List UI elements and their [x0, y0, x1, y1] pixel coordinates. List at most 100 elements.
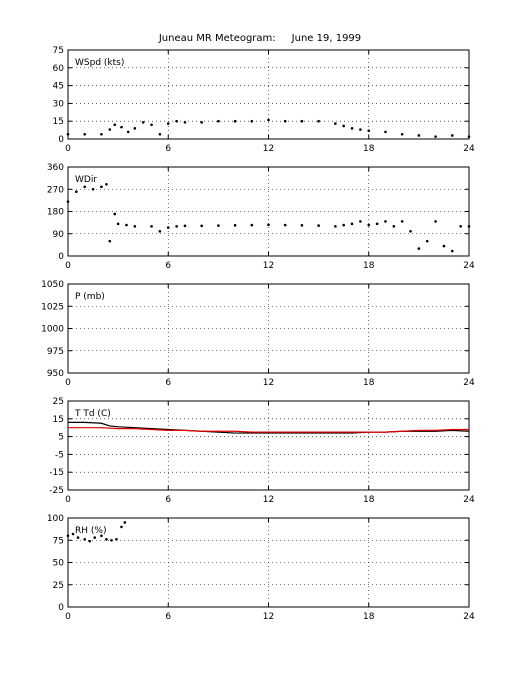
wind-speed-point — [417, 134, 421, 137]
relative-humidity-xtick-label: 0 — [65, 612, 71, 622]
wind-direction-point — [233, 224, 237, 227]
wind-direction-point — [450, 249, 454, 253]
wind-direction-point — [100, 185, 103, 189]
wind-speed-xtick-label: 24 — [463, 144, 475, 154]
wind-direction-point — [300, 224, 304, 227]
temperature-dewpoint-ytick-label: -5 — [55, 450, 64, 460]
pressure-ytick-label: 1050 — [41, 280, 64, 290]
wind-direction-point — [359, 220, 362, 223]
wind-speed-point — [384, 130, 387, 134]
wind-direction-ytick-label: 180 — [47, 208, 64, 218]
wind-direction-point — [375, 222, 379, 226]
wind-direction-point — [434, 220, 437, 223]
wind-direction-ytick-label: 90 — [53, 230, 65, 240]
wind-direction-point — [166, 226, 170, 229]
wind-speed-label: WSpd (kts) — [75, 58, 124, 68]
relative-humidity-point — [100, 534, 103, 538]
wind-direction-point — [108, 239, 112, 243]
wind-direction-xtick-label: 6 — [165, 261, 171, 271]
wind-speed-point — [66, 132, 70, 136]
wind-speed-point — [83, 132, 87, 136]
wind-speed-point — [450, 134, 454, 137]
wind-speed-point — [267, 118, 270, 122]
wind-direction-point — [125, 223, 128, 227]
wind-speed-point — [175, 119, 178, 123]
wind-direction-point — [425, 239, 429, 243]
temperature-dewpoint-ytick-label: -15 — [49, 468, 64, 478]
pressure-label: P (mb) — [75, 292, 105, 302]
temperature-dewpoint-ytick-label: 15 — [53, 415, 64, 425]
wind-speed-point — [250, 119, 254, 123]
wind-direction-point — [317, 224, 320, 227]
relative-humidity-ytick-label: 75 — [53, 536, 64, 546]
relative-humidity-point — [123, 521, 127, 524]
wind-direction-label: WDir — [75, 175, 97, 185]
relative-humidity-point — [76, 536, 80, 539]
temperature-dewpoint-ytick-label: 5 — [58, 433, 64, 443]
wind-speed-point — [342, 124, 345, 128]
pressure-xtick-label: 18 — [363, 378, 375, 388]
wind-direction-point — [133, 225, 137, 228]
wind-speed-xtick-label: 12 — [263, 144, 274, 154]
wind-speed-point — [108, 128, 112, 131]
relative-humidity-xtick-label: 6 — [165, 612, 171, 622]
temperature-dewpoint-label: T Td (C) — [74, 409, 111, 419]
relative-humidity-ytick-label: 25 — [53, 581, 64, 591]
wind-direction-point — [459, 225, 462, 228]
relative-humidity-point — [71, 532, 75, 536]
wind-direction-point — [113, 212, 117, 216]
wind-speed-point — [166, 122, 170, 125]
wind-direction-point — [283, 223, 287, 227]
relative-humidity-ytick-label: 0 — [58, 603, 64, 613]
relative-humidity-ytick-label: 50 — [53, 559, 65, 569]
wind-speed-point — [367, 129, 371, 132]
wind-direction-ytick-label: 270 — [47, 185, 64, 195]
relative-humidity-xtick-label: 12 — [263, 612, 274, 622]
wind-speed-point — [141, 121, 145, 124]
wind-direction-point — [150, 225, 153, 228]
wind-direction-point — [158, 229, 162, 233]
wind-direction-point — [467, 225, 471, 228]
wind-speed-ytick-label: 75 — [53, 46, 64, 56]
wind-direction-point — [350, 222, 354, 226]
wind-direction-point — [384, 220, 387, 223]
wind-direction-point — [91, 187, 95, 191]
figure-date: June 19, 1999 — [291, 33, 362, 44]
relative-humidity-point — [93, 536, 97, 539]
wind-direction-point — [400, 220, 404, 223]
relative-humidity-point — [88, 539, 92, 543]
wind-direction-point — [267, 223, 270, 227]
relative-humidity-point — [83, 538, 87, 541]
wind-direction-point — [116, 222, 120, 226]
wind-speed-point — [200, 121, 203, 124]
wind-speed-ytick-label: 15 — [53, 117, 64, 127]
wind-speed-ytick-label: 0 — [58, 135, 64, 145]
wind-speed-point — [217, 119, 220, 123]
wind-speed-point — [400, 132, 404, 136]
wind-direction-xtick-label: 0 — [65, 261, 71, 271]
pressure-xtick-label: 12 — [263, 378, 274, 388]
relative-humidity-point — [66, 534, 70, 538]
wind-direction-point — [66, 200, 70, 203]
wind-speed-point — [126, 130, 130, 134]
pressure-ytick-label: 950 — [47, 369, 64, 379]
wind-direction-xtick-label: 18 — [363, 261, 375, 271]
wind-direction-point — [83, 185, 87, 189]
pressure-ytick-label: 975 — [47, 347, 64, 357]
relative-humidity-point — [105, 538, 108, 541]
wind-speed-point — [233, 119, 237, 123]
wind-speed-point — [133, 127, 137, 130]
wind-speed-ytick-label: 60 — [53, 64, 65, 74]
wind-speed-point — [100, 132, 103, 136]
wind-speed-point — [183, 121, 187, 124]
wind-speed-point — [120, 125, 123, 129]
wind-direction-point — [105, 183, 108, 186]
wind-direction-point — [442, 244, 446, 248]
relative-humidity-ytick-label: 100 — [47, 514, 64, 524]
wind-direction-point — [183, 224, 187, 228]
figure-title-text: Juneau MR Meteogram: — [158, 33, 276, 44]
wind-direction-point — [367, 223, 371, 227]
wind-direction-point — [334, 225, 337, 228]
wind-direction-point — [417, 247, 421, 250]
